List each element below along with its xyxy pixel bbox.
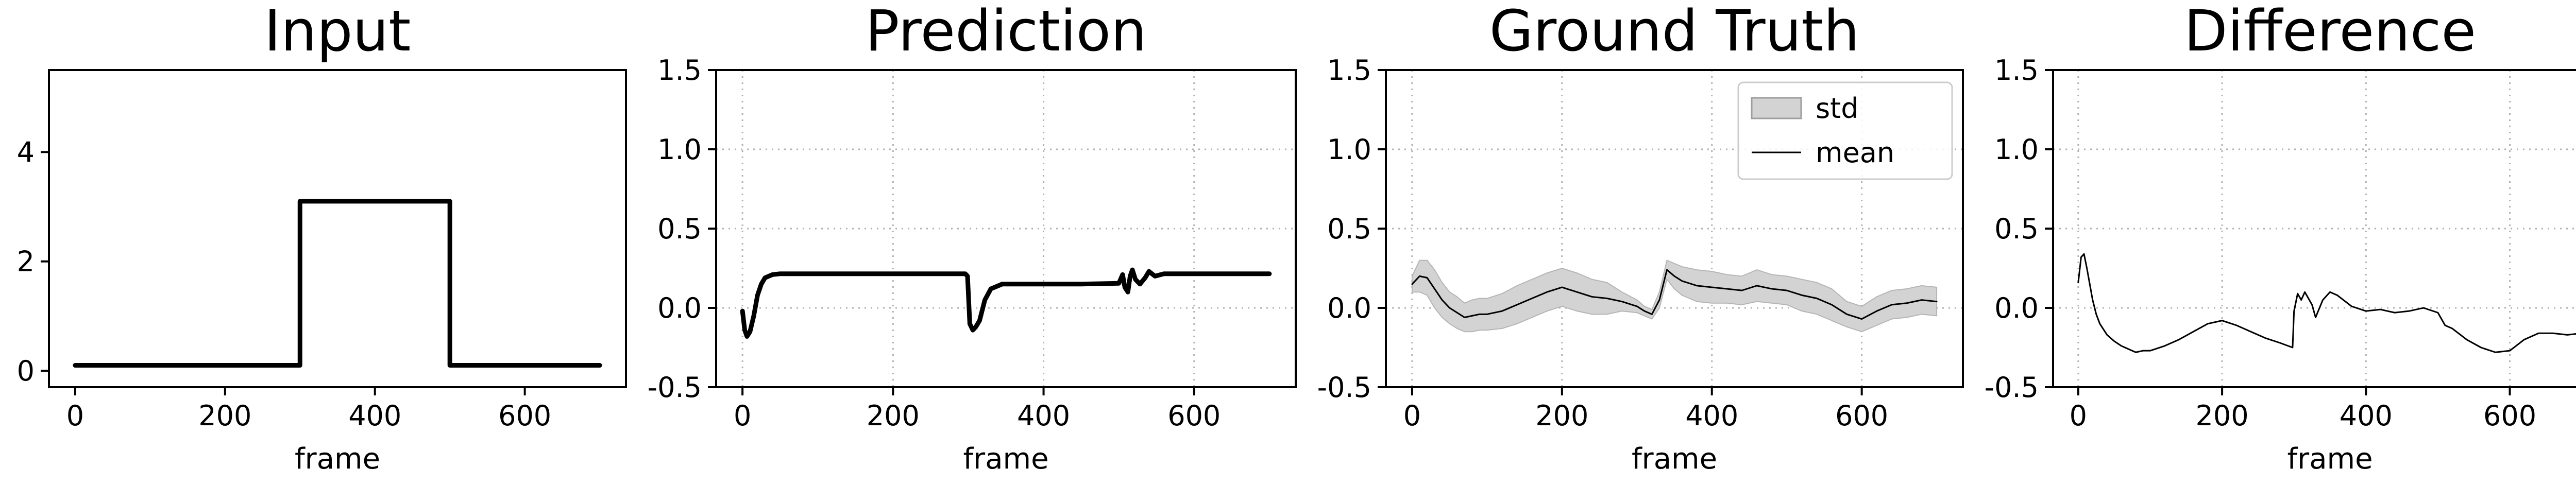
legend-std-swatch <box>1751 97 1802 119</box>
x-tick-label: 600 <box>498 400 551 432</box>
x-axis-label: frame <box>295 442 380 476</box>
y-tick-label: 0.5 <box>1994 213 2039 245</box>
x-tick-label: 0 <box>1403 400 1421 432</box>
y-tick-label: 0.0 <box>1994 292 2039 324</box>
legend: std mean <box>1737 81 1953 180</box>
y-tick-label: 4 <box>17 136 35 168</box>
legend-label-std: std <box>1816 92 1859 125</box>
y-tick-label: 0.0 <box>657 292 702 324</box>
y-tick-label: 1.0 <box>1327 133 1371 166</box>
x-tick-label: 0 <box>734 400 751 432</box>
x-tick-label: 600 <box>1835 400 1888 432</box>
y-tick-label: 0.5 <box>1327 213 1371 245</box>
chart-title: Ground Truth <box>1489 0 1859 64</box>
chart-title: Prediction <box>865 0 1146 64</box>
x-tick-label: 400 <box>1685 400 1738 432</box>
y-tick-label: -0.5 <box>1317 371 1371 404</box>
x-tick-label: 600 <box>1167 400 1221 432</box>
x-tick-label: 0 <box>2070 400 2087 432</box>
x-tick-label: 200 <box>2196 400 2249 432</box>
y-tick-label: 0 <box>17 355 35 387</box>
y-tick-label: 1.5 <box>1994 54 2039 86</box>
panel-2: 0 200 400 600 -0.5 0.0 0.5 1.0 1.5 Prediction fram… <box>648 0 1297 476</box>
chart-title: Input <box>264 0 411 64</box>
plot-frame <box>2052 69 2576 388</box>
panel-3: 0 200 400 600 -0.5 0.0 0.5 1.0 1.5 Ground Truth fr… <box>1317 0 1964 476</box>
chart-title: Difference <box>2184 0 2476 64</box>
x-tick-label: 200 <box>198 400 251 432</box>
x-axis-label: frame <box>963 442 1048 476</box>
series-line <box>740 267 1272 339</box>
x-tick-label: 200 <box>1535 400 1588 432</box>
x-tick-label: 400 <box>1017 400 1070 432</box>
y-tick-label: -0.5 <box>648 371 702 404</box>
x-tick-label: 400 <box>2340 400 2393 432</box>
y-tick-label: 1.5 <box>657 54 702 86</box>
plot-frame <box>48 69 627 388</box>
series-line <box>73 199 602 368</box>
x-tick-label: 600 <box>2483 400 2536 432</box>
y-tick-label: 1.5 <box>1327 54 1371 86</box>
panel-4: 0 200 400 600 -0.5 0.0 0.5 1.0 1.5 Difference fram… <box>1985 0 2576 476</box>
legend-label-mean: mean <box>1816 136 1894 169</box>
x-tick-label: 0 <box>66 400 84 432</box>
x-axis-label: frame <box>1632 442 1717 476</box>
series-line <box>2077 253 2576 353</box>
x-tick-label: 400 <box>348 400 401 432</box>
panel-1: 0 200 400 600 0 2 4 Input frame <box>17 0 627 476</box>
y-tick-label: 0.5 <box>657 213 702 245</box>
y-tick-label: 2 <box>17 246 35 278</box>
y-tick-label: 1.0 <box>1994 133 2039 166</box>
y-tick-label: 1.0 <box>657 133 702 166</box>
std-band <box>1411 259 1938 333</box>
mean-line <box>1411 269 1938 320</box>
y-tick-label: 0.0 <box>1327 292 1371 324</box>
x-tick-label: 200 <box>867 400 920 432</box>
x-axis-label: frame <box>2287 442 2372 476</box>
y-tick-label: -0.5 <box>1985 371 2039 404</box>
